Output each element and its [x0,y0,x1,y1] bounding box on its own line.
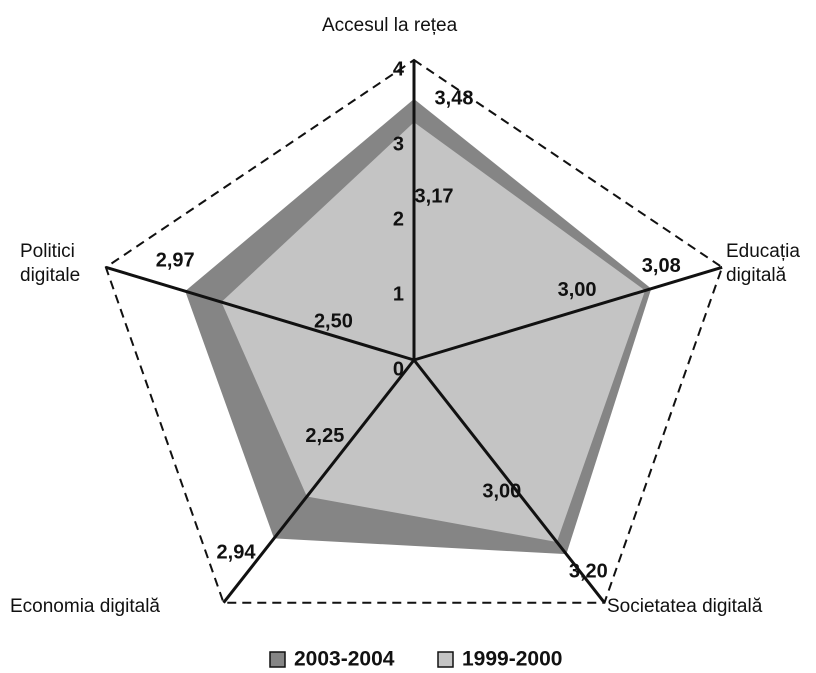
value-label: 2,94 [217,542,257,564]
value-label: 3,00 [558,279,597,301]
axis-line [413,265,723,362]
legend-label: 1999-2000 [462,648,562,671]
tick-label: 0 [393,358,404,380]
tick-label: 3 [393,133,404,155]
category-label: Educația digitală [726,241,800,286]
category-label: Societatea digitală [607,596,763,617]
value-label: 3,00 [482,480,521,502]
axis-line [222,359,416,604]
series-area [221,122,646,543]
tick-label: 2 [393,208,404,230]
value-label: 3,48 [435,87,474,109]
tick-label: 1 [393,283,404,305]
grid-ring [104,58,724,604]
tick-label: 4 [393,58,405,80]
legend-label: 2003-2004 [294,648,395,671]
legend-swatch [269,651,286,668]
value-label: 3,20 [569,560,608,582]
value-label: 2,50 [314,310,353,332]
value-label: 2,97 [156,249,195,271]
value-label: 3,17 [415,186,454,208]
legend-swatch [437,651,454,668]
value-label: 2,25 [305,425,344,447]
category-label: Economia digitală [10,596,160,617]
value-label: 3,08 [642,255,681,277]
axis-line [412,359,606,604]
axis-line [105,265,415,362]
category-label: Accesul la rețea [322,15,458,36]
category-label: Politici digitale [20,241,81,286]
